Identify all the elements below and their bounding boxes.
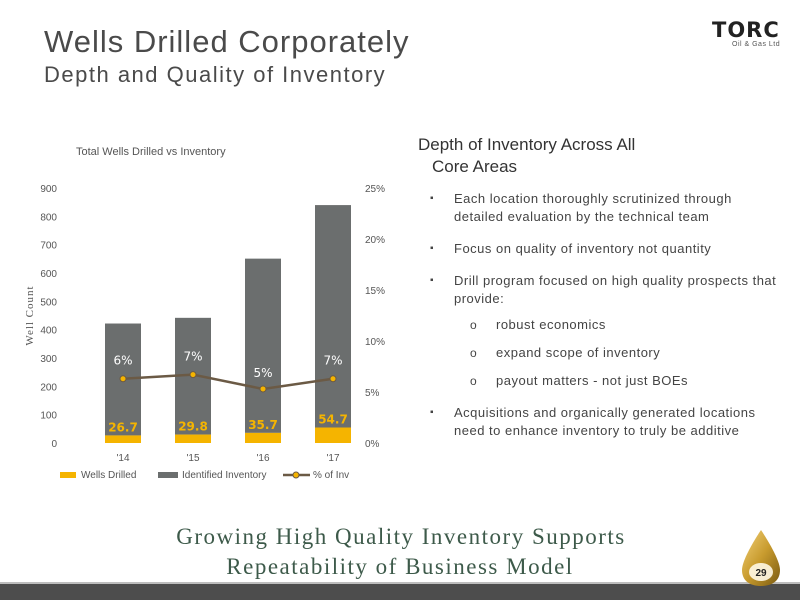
logo-text: TORC: [712, 18, 780, 42]
bullet-text: Drill program focused on high quality pr…: [454, 273, 777, 306]
footer-bar-highlight: [0, 582, 800, 584]
bullet-text: Each location thoroughly scrutinized thr…: [454, 191, 732, 224]
legend-swatch-inventory: [158, 472, 178, 478]
legend-label-inventory: Identified Inventory: [182, 470, 267, 481]
drilled-bar: [315, 427, 351, 443]
y2-tick-label: 5%: [365, 388, 380, 399]
y-tick-label: 100: [40, 411, 57, 422]
bullet-item: Drill program focused on high quality pr…: [418, 272, 778, 390]
pct-data-label: 7%: [323, 354, 342, 368]
y-tick-label: 400: [40, 326, 57, 337]
drilled-data-label: 54.7: [318, 413, 348, 427]
bullet-item: Acquisitions and organically generated l…: [418, 404, 778, 440]
footer-bar: [0, 582, 800, 600]
x-tick-label: '15: [186, 453, 199, 464]
footer-message: Growing High Quality Inventory Supports …: [0, 522, 800, 582]
panel-heading-line1: Depth of Inventory Across All: [418, 135, 636, 154]
drilled-data-label: 29.8: [178, 420, 208, 434]
y-tick-label: 500: [40, 297, 57, 308]
drilled-bar: [105, 435, 141, 443]
x-tick-label: '16: [256, 453, 269, 464]
pct-point: [329, 375, 337, 383]
sub-bullet-list: robust economics expand scope of invento…: [454, 316, 778, 390]
y2-tick-label: 15%: [365, 286, 385, 297]
y-tick-label: 0: [51, 439, 57, 450]
company-logo: TORC Oil & Gas Ltd: [712, 18, 782, 52]
pct-data-label: 5%: [253, 366, 272, 380]
drilled-bar: [245, 432, 281, 443]
legend-swatch-drilled: [60, 472, 76, 478]
legend-label-pct: % of Inv: [313, 470, 349, 481]
inventory-bar: [315, 205, 351, 428]
y2-tick-label: 10%: [365, 337, 385, 348]
y2-tick-label: 25%: [365, 184, 385, 195]
inventory-bar: [245, 258, 281, 433]
page-subtitle: Depth and Quality of Inventory: [44, 62, 387, 87]
y-axis-label: Well Count: [24, 285, 36, 345]
page-title: Wells Drilled Corporately: [44, 24, 410, 59]
bullet-item: Focus on quality of inventory not quanti…: [418, 240, 778, 258]
bullet-text: Acquisitions and organically generated l…: [454, 405, 756, 438]
pct-data-label: 7%: [183, 350, 202, 364]
pct-line: [122, 373, 334, 391]
inventory-panel: Depth of Inventory Across All Core Areas…: [418, 134, 778, 454]
drilled-data-label: 35.7: [248, 418, 278, 432]
pct-data-label: 6%: [113, 354, 132, 368]
x-tick-label: '14: [116, 453, 129, 464]
bullet-text: Focus on quality of inventory not quanti…: [454, 241, 712, 256]
legend-label-drilled: Wells Drilled: [81, 470, 136, 481]
legend-swatch-pct-marker: [292, 471, 300, 479]
drilled-data-label: 26.7: [108, 420, 138, 434]
chart-title: Total Wells Drilled vs Inventory: [76, 146, 226, 158]
footer-line1: Growing High Quality Inventory Supports: [176, 524, 626, 549]
x-tick-label: '17: [326, 453, 339, 464]
footer-line2: Repeatability of Business Model: [226, 554, 574, 579]
sub-bullet-item: robust economics: [454, 316, 778, 334]
sub-bullet-item: payout matters - not just BOEs: [454, 372, 778, 390]
y-tick-label: 800: [40, 212, 57, 223]
y2-tick-label: 20%: [365, 235, 385, 246]
logo-tagline: Oil & Gas Ltd: [732, 41, 781, 48]
y-tick-label: 200: [40, 382, 57, 393]
bullet-list: Each location thoroughly scrutinized thr…: [418, 190, 778, 440]
panel-heading-line2: Core Areas: [432, 157, 518, 176]
y-tick-label: 300: [40, 354, 57, 365]
y-tick-label: 900: [40, 184, 57, 195]
pct-point: [119, 375, 127, 383]
bullet-item: Each location thoroughly scrutinized thr…: [418, 190, 778, 226]
y2-tick-label: 0%: [365, 439, 380, 450]
y-tick-label: 600: [40, 269, 57, 280]
wells-chart: Total Wells Drilled vs Inventory 0 100 200…: [18, 130, 408, 500]
pct-point: [259, 385, 267, 393]
pct-point: [189, 371, 197, 379]
chart-svg: 0 100 200 300 400 500 600 700 800 900 0% 5% 10% 15% 20…: [24, 184, 385, 481]
sub-bullet-item: expand scope of inventory: [454, 344, 778, 362]
drilled-bar: [175, 434, 211, 443]
oil-drop-icon: [742, 530, 780, 586]
page-number: 29: [755, 568, 767, 579]
panel-heading: Depth of Inventory Across All Core Areas: [418, 134, 778, 178]
y-tick-label: 700: [40, 241, 57, 252]
